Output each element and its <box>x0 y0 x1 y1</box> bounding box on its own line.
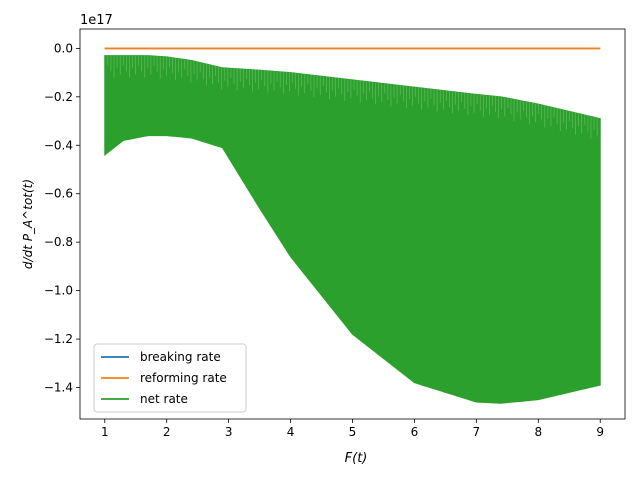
x-tick-label: 3 <box>225 425 233 439</box>
x-axis-label: F(t) <box>345 451 368 466</box>
net-rate-strands <box>107 55 598 139</box>
legend-entry: breaking rate <box>140 350 221 364</box>
plot-area <box>104 47 601 404</box>
legend-entry: net rate <box>140 392 188 406</box>
legend: breaking rate reforming rate net rate <box>93 343 247 413</box>
x-tick-label: 5 <box>349 425 357 439</box>
y-tick-label: −1.4 <box>44 381 73 395</box>
y-axis-label-text: d/dt P_A^tot(t) <box>21 179 35 269</box>
legend-box <box>93 343 247 413</box>
x-tick-label: 6 <box>411 425 419 439</box>
ticks: 1 2 3 4 5 6 7 8 9 0.0 −0.2 −0.4 −0.6 −0.8 −1.0 −1.2 −1.4 <box>44 41 604 439</box>
x-tick-label: 8 <box>534 425 542 439</box>
x-tick-label: 7 <box>473 425 481 439</box>
y-tick-label: −1.2 <box>44 332 73 346</box>
y-tick-label: −0.2 <box>44 90 73 104</box>
legend-entry: reforming rate <box>140 371 227 385</box>
y-multiplier-label: 1e17 <box>80 13 113 28</box>
y-tick-label: −0.8 <box>44 235 73 249</box>
x-tick-label: 9 <box>596 425 604 439</box>
x-tick-label: 4 <box>287 425 295 439</box>
y-tick-label: −1.0 <box>44 284 73 298</box>
y-tick-label: −0.4 <box>44 138 73 152</box>
y-axis-label: d/dt P_A^tot(t) <box>21 179 35 269</box>
y-tick-label: 0.0 <box>54 41 73 55</box>
net-rate-band <box>104 55 601 404</box>
x-tick-label: 1 <box>101 425 109 439</box>
y-tick-label: −0.6 <box>44 187 73 201</box>
x-tick-label: 2 <box>163 425 171 439</box>
